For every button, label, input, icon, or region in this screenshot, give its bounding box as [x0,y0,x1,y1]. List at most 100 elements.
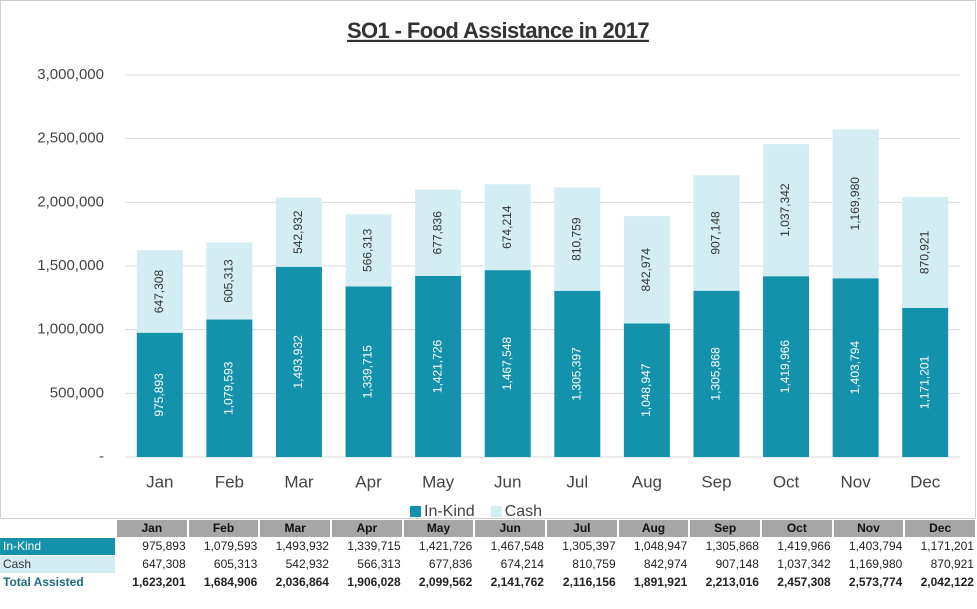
x-tick-label: May [422,472,455,491]
bar-segment [693,175,740,291]
bar-segment [623,216,670,324]
table-cell: 2,036,864 [275,575,329,589]
table-cell: 2,042,122 [920,575,974,589]
data-label: 1,079,593 [222,361,236,415]
table-cell: 2,457,308 [777,575,831,589]
bar-segment [832,129,879,279]
data-label: 1,305,397 [569,347,583,401]
bar-segment [206,242,253,320]
data-label: 1,403,794 [848,341,862,395]
table-cell: 2,116,156 [562,575,616,589]
bar-segment [136,332,183,457]
bar-segment [484,184,531,271]
bar-segment [623,323,670,457]
bar-segment [902,196,949,308]
row-label: Total Assisted [3,575,84,589]
x-tick-label: Mar [284,472,314,491]
table-cell: 1,623,201 [132,575,186,589]
data-label: 870,921 [917,230,931,274]
bar-segment [275,197,322,267]
column-header: Oct [762,520,834,537]
bar-segment [554,187,601,291]
table-cell: 1,305,868 [705,539,759,553]
legend-swatch [410,506,421,517]
data-label: 542,932 [291,210,305,254]
x-tick-label: Feb [215,472,244,491]
column-header: Jul [547,520,619,537]
column-header: Mar [260,520,332,537]
table-row: Total Assisted 1,623,201 1,684,906 2,036,86… [0,574,977,591]
table-cell: 566,313 [357,557,401,571]
table-cell: 2,141,762 [490,575,544,589]
bar-segment [484,270,531,457]
bar-segment [275,266,322,457]
data-label: 674,214 [500,205,514,249]
table-cell: 1,906,028 [347,575,401,589]
bar-segment [206,319,253,457]
legend-label: Cash [505,503,542,520]
y-tick-label: 1,000,000 [37,321,104,338]
y-tick-label: 500,000 [50,384,104,401]
data-label: 1,339,715 [361,345,375,399]
x-tick-label: Jun [494,472,521,491]
bar-segment [902,307,949,457]
legend-swatch [490,506,502,517]
table-cell: 842,974 [643,557,688,571]
x-tick-label: Oct [773,472,800,491]
table-cell: 674,214 [500,557,544,571]
table-cell: 1,171,201 [920,539,974,553]
x-tick-label: Jul [566,472,588,491]
table-cell: 1,684,906 [203,575,258,589]
data-label: 1,037,342 [778,183,792,237]
x-tick-label: Dec [910,472,941,491]
table-row: Cash 647,308 605,313 542,932 566,313 677,836 6… [0,556,977,573]
column-header: Dec [905,520,977,537]
row-label: Cash [0,556,115,573]
table-cell: 1,493,932 [275,539,329,553]
y-tick-label: 1,500,000 [37,257,104,274]
table-cell: 1,403,794 [848,539,903,553]
bar-segment [763,144,810,277]
data-label: 1,171,201 [917,355,931,409]
data-label: 1,048,947 [639,363,653,417]
data-label: 677,836 [430,211,444,255]
table-row: Jan Feb Mar Apr May Jun Jul Aug Sep Oct Nov Dec [0,520,977,537]
table-row: In-Kind 975,893 1,079,593 1,493,932 1,339,71… [0,538,977,555]
table-cell: 647,308 [142,557,186,571]
column-header: Jan [117,520,189,537]
data-label: 1,421,726 [430,339,444,393]
data-label: 566,313 [361,228,375,272]
chart-title: SO1 - Food Assistance in 2017 [347,18,649,43]
data-label: 605,313 [222,259,236,303]
row-label: In-Kind [0,538,115,555]
x-tick-label: Jan [146,472,173,491]
column-header: Feb [188,520,261,537]
table-cell: 542,932 [285,557,329,571]
table-cell: 1,169,980 [848,557,903,571]
table-cell: 1,467,548 [490,539,544,553]
table-cell: 677,836 [428,557,473,571]
data-label: 1,493,932 [291,335,305,389]
table-cell: 810,759 [572,557,616,571]
table-cell: 2,099,562 [418,575,473,589]
x-tick-label: Nov [841,472,872,491]
bar-segment [832,278,879,457]
column-header: Aug [618,520,691,537]
bar-segment [345,214,392,287]
x-tick-label: Aug [632,472,662,491]
bar-segment [136,250,183,333]
data-label: 842,974 [639,248,653,292]
table-cell: 1,037,342 [777,557,831,571]
data-label: 1,305,868 [709,347,723,401]
column-header: Sep [690,520,762,537]
data-label: 1,467,548 [500,337,514,391]
y-tick-label: 2,000,000 [37,193,104,210]
table-cell: 1,048,947 [633,539,688,553]
bar-segment [415,189,462,276]
bar-segment [345,286,392,457]
bar-segment [554,290,601,457]
table-cell: 2,213,016 [705,575,759,589]
table-cell: 1,421,726 [418,539,473,553]
column-header: Jun [475,520,547,537]
